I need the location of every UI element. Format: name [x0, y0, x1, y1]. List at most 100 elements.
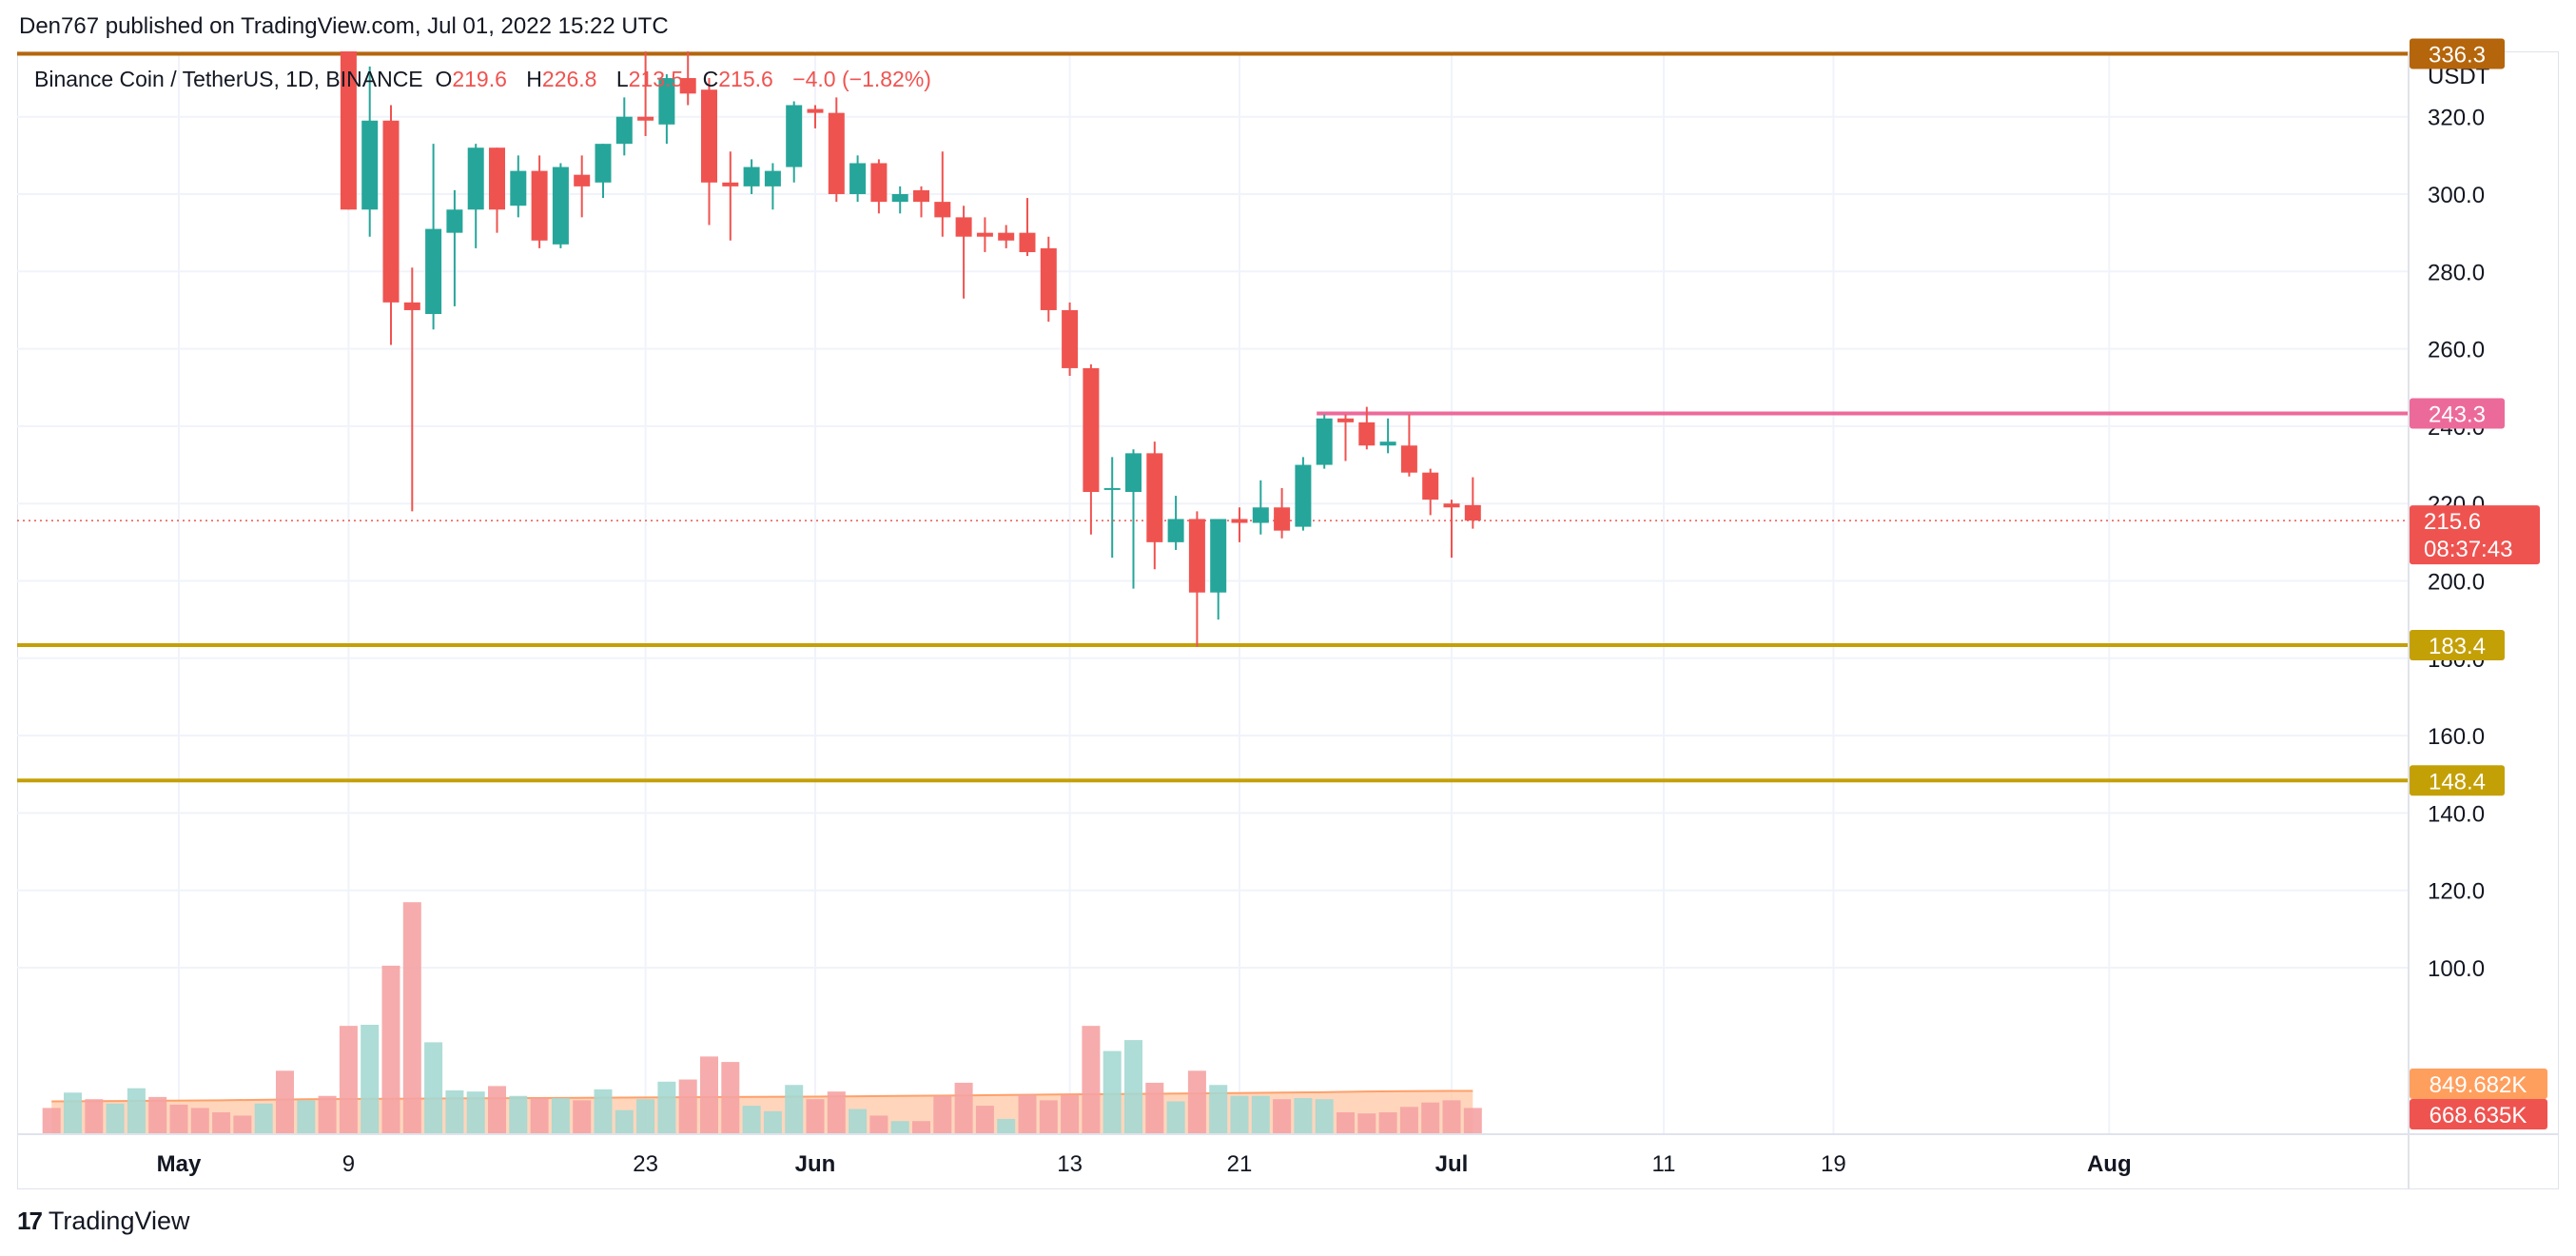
volume-bar: [1209, 1085, 1228, 1134]
volume-bar: [636, 1099, 655, 1134]
candle-body: [1125, 453, 1142, 493]
volume-bar: [1082, 1026, 1101, 1134]
volume-bar: [424, 1042, 443, 1134]
candle-body: [786, 105, 803, 167]
volume-bar: [849, 1109, 868, 1134]
tradingview-brand[interactable]: 17 TradingView: [17, 1207, 190, 1236]
volume-bar: [297, 1100, 316, 1134]
ohlc-legend: Binance Coin / TetherUS, 1D, BINANCE O 21…: [34, 67, 945, 92]
volume-bar: [1315, 1099, 1334, 1134]
level-badge: [2410, 398, 2505, 429]
candle-body: [1146, 453, 1163, 542]
volume-bar: [1421, 1102, 1440, 1134]
candle-body: [615, 116, 633, 145]
volume-bar: [890, 1121, 909, 1134]
level-badge: [2410, 765, 2505, 796]
volume-bar: [361, 1025, 380, 1134]
volume-bar: [233, 1115, 252, 1134]
candle-body: [1062, 309, 1079, 368]
candle-body: [467, 147, 484, 210]
countdown-label: 08:37:43: [2424, 537, 2512, 562]
candle-body: [976, 232, 993, 237]
candle-body: [1167, 519, 1184, 542]
candle-body: [1019, 232, 1036, 252]
volume-bar: [700, 1056, 718, 1134]
volume-bar: [339, 1026, 358, 1134]
y-tick-label: 280.0: [2428, 260, 2485, 285]
tradingview-logo-icon: 17: [17, 1207, 43, 1235]
volume-bar: [594, 1089, 613, 1134]
plot-area: [17, 51, 2409, 1134]
low-label: L: [615, 67, 629, 91]
volume-bar: [912, 1121, 930, 1134]
volume-bar: [254, 1103, 273, 1134]
level-badge-label: 148.4: [2429, 769, 2486, 795]
x-tick-label: 11: [1652, 1151, 1676, 1177]
candle-body: [1083, 367, 1100, 493]
x-tick-label: 19: [1821, 1151, 1846, 1177]
candle-body: [1103, 487, 1121, 490]
volume-badge-label: 668.635K: [2430, 1103, 2527, 1128]
candle-body: [743, 167, 760, 186]
change-value: −4.0 (−1.82%): [792, 67, 931, 91]
low-value: 213.5: [628, 67, 684, 91]
candle-body: [1400, 445, 1417, 473]
volume-bar: [1166, 1101, 1185, 1134]
close-value: 215.6: [718, 67, 773, 91]
volume-bar: [657, 1081, 676, 1134]
volume-bar: [445, 1090, 464, 1134]
x-tick-label: Aug: [2087, 1151, 2132, 1177]
volume-bar: [1378, 1112, 1397, 1134]
candle-body: [1274, 507, 1291, 531]
x-tick-label: 21: [1227, 1151, 1253, 1177]
volume-bar: [509, 1095, 528, 1134]
volume-bar: [954, 1082, 973, 1134]
volume-bar: [1337, 1112, 1355, 1134]
volume-bar: [615, 1109, 634, 1134]
candle-body: [1188, 519, 1205, 593]
candle-body: [340, 51, 357, 210]
candle-body: [1337, 418, 1354, 422]
volume-bar: [933, 1095, 952, 1134]
volume-bar: [742, 1106, 761, 1134]
volume-bar: [1442, 1100, 1461, 1134]
candle-body: [382, 120, 400, 303]
volume-bar: [975, 1106, 994, 1134]
x-tick-label: 9: [342, 1151, 355, 1177]
candle-body: [595, 144, 612, 183]
candle-body: [764, 170, 781, 186]
level-badge-label: 183.4: [2429, 634, 2486, 659]
last-price-badge: [2410, 505, 2540, 565]
volume-bar: [1251, 1095, 1270, 1134]
volume-bar: [402, 902, 421, 1134]
candle-body: [870, 163, 888, 203]
volume-bar: [148, 1096, 167, 1134]
candle-body: [361, 120, 379, 210]
volume-bar: [785, 1085, 804, 1134]
y-tick-label: 300.0: [2428, 183, 2485, 208]
volume-bar: [1294, 1098, 1313, 1134]
volume-bar: [1357, 1113, 1376, 1134]
open-label: O: [435, 67, 453, 91]
symbol-title: Binance Coin / TetherUS, 1D, BINANCE: [34, 67, 423, 91]
last-price-label: 215.6: [2424, 509, 2481, 535]
publisher-caption: Den767 published on TradingView.com, Jul…: [19, 13, 669, 39]
volume-bar: [1124, 1040, 1142, 1134]
candle-body: [446, 209, 463, 233]
volume-bar: [1273, 1099, 1292, 1134]
candle-body: [1040, 247, 1057, 310]
candle-body: [934, 202, 951, 218]
volume-bar: [1463, 1108, 1482, 1134]
candle-body: [849, 163, 867, 194]
x-tick-label: Jul: [1435, 1151, 1469, 1177]
high-label: H: [526, 67, 542, 91]
candle-body: [891, 194, 908, 203]
x-tick-label: Jun: [795, 1151, 836, 1177]
candle-body: [828, 112, 845, 194]
candle-body: [913, 189, 929, 203]
candle-body: [425, 228, 442, 315]
volume-bar: [212, 1112, 231, 1134]
candle-body: [489, 147, 505, 210]
level-badge-label: 243.3: [2429, 402, 2486, 427]
